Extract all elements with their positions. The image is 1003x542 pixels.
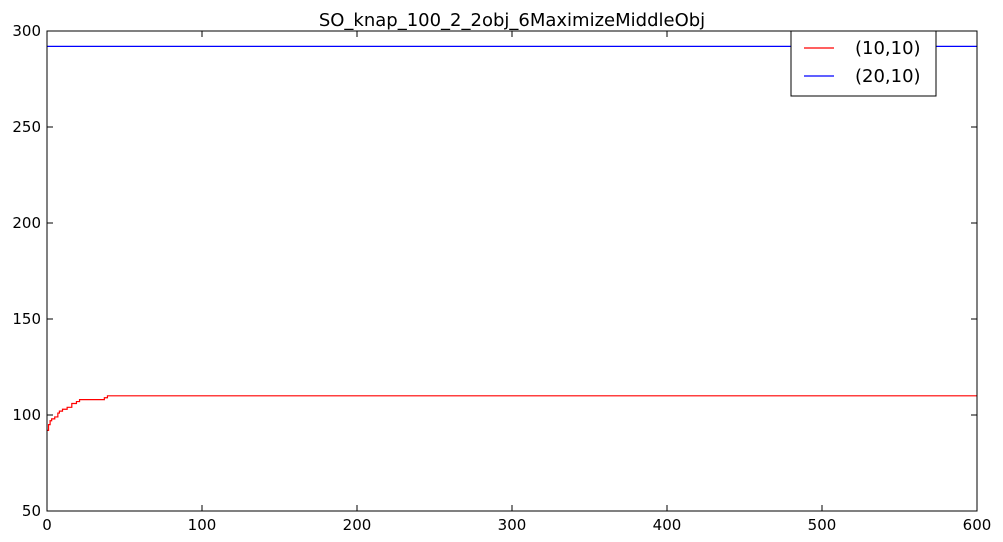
x-tick-label: 500 — [808, 516, 837, 534]
legend: (10,10) (20,10) — [790, 30, 937, 97]
legend-label-1: (20,10) — [855, 66, 921, 87]
ticks-layer: 0 100 200 300 400 500 600 50 100 150 200 250 300 — [12, 22, 991, 534]
y-tick-label: 300 — [12, 22, 41, 40]
y-tick-label: 100 — [12, 406, 41, 424]
x-tick-label: 100 — [188, 516, 217, 534]
x-tick-label: 200 — [343, 516, 372, 534]
y-tick-label: 50 — [22, 502, 41, 520]
x-tick-label: 300 — [498, 516, 527, 534]
y-tick-label: 200 — [12, 214, 41, 232]
y-tick-label: 250 — [12, 118, 41, 136]
x-tick-label: 400 — [653, 516, 682, 534]
y-tick-label: 150 — [12, 310, 41, 328]
legend-box — [790, 30, 937, 97]
plot-frame — [46, 30, 978, 512]
legend-label-0: (10,10) — [855, 38, 921, 59]
series-layer — [47, 45, 977, 431]
x-tick-label: 600 — [963, 516, 992, 534]
series-line-0 — [47, 395, 977, 431]
chart-title: SO_knap_100_2_2obj_6MaximizeMiddleObj — [319, 10, 705, 31]
x-tick-label: 0 — [42, 516, 52, 534]
